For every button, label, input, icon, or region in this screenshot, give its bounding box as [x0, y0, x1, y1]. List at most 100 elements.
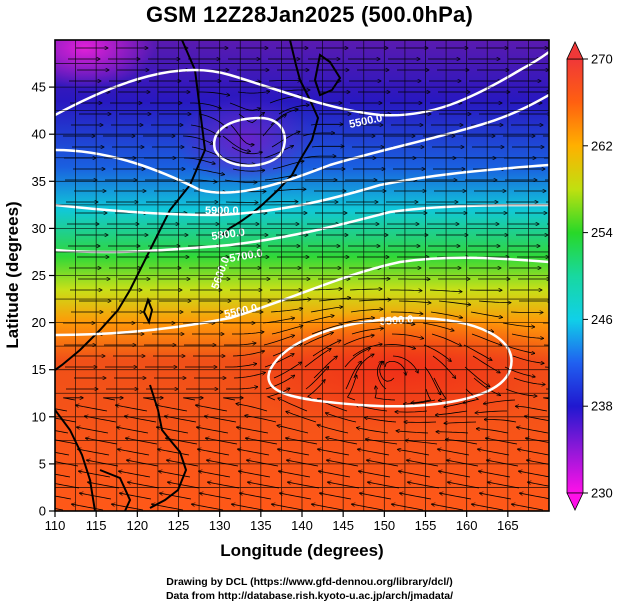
colorbar-tick-label: 238 [591, 399, 613, 414]
y-axis-label: Latitude (degrees) [3, 201, 22, 348]
streamline [55, 430, 69, 434]
streamline [224, 179, 257, 182]
streamline [55, 508, 64, 511]
streamline [55, 483, 80, 489]
contour-5600 [55, 93, 549, 194]
streamline [405, 440, 438, 445]
streamline [379, 362, 395, 382]
colorbar-tick-label: 246 [591, 312, 613, 327]
streamline [349, 289, 382, 290]
x-tick-label: 145 [332, 518, 354, 533]
streamline [476, 429, 509, 434]
streamline [464, 366, 490, 387]
streamline [422, 322, 454, 331]
streamline [325, 413, 357, 423]
streamline [505, 388, 537, 396]
streamline [310, 307, 343, 313]
streamline [518, 449, 549, 456]
x-axis-label: Longitude (degrees) [220, 541, 383, 560]
y-tick-label: 35 [32, 174, 46, 189]
streamline [196, 405, 228, 412]
x-tick-label: 130 [209, 518, 231, 533]
streamline [367, 460, 399, 467]
streamline [309, 289, 342, 290]
streamline [311, 146, 344, 147]
streamline [383, 344, 416, 349]
x-tick-label: 155 [415, 518, 437, 533]
streamline [375, 386, 396, 401]
streamline [288, 482, 320, 489]
x-tick-label: 120 [126, 518, 148, 533]
streamline [278, 449, 310, 456]
streamline [55, 417, 77, 423]
streamline [231, 146, 262, 154]
streamline [273, 189, 306, 192]
x-tick-label: 150 [373, 518, 395, 533]
streamline [80, 493, 112, 500]
streamline [232, 169, 265, 171]
colorbar-tick-label: 262 [591, 138, 613, 153]
streamline [319, 471, 351, 478]
contour-label: 5900.0 [205, 205, 239, 217]
streamlines [55, 48, 549, 511]
streamline [424, 366, 441, 395]
streamline [183, 398, 203, 401]
streamline [346, 375, 357, 401]
streamline [232, 351, 265, 357]
streamline [365, 439, 398, 445]
streamline [197, 427, 229, 434]
streamline [391, 333, 424, 339]
streamline [484, 420, 517, 423]
streamline [376, 361, 387, 390]
streamline [358, 449, 390, 456]
streamline [238, 112, 264, 124]
credit-data-source: Data from http://database.rish.kyoto-u.a… [165, 590, 454, 602]
streamline [223, 398, 243, 401]
streamline [392, 355, 418, 373]
streamline [433, 377, 447, 401]
streamline [272, 504, 304, 511]
streamline [86, 438, 118, 445]
streamline [472, 355, 500, 373]
streamline [488, 482, 520, 489]
streamline [302, 133, 335, 137]
streamline [238, 449, 270, 456]
colorbar: 230 238 246 254 262 270 [566, 41, 613, 511]
y-axis: 0 5 10 15 20 25 30 35 40 45 [32, 80, 55, 519]
streamline [72, 504, 104, 511]
streamline [88, 482, 120, 489]
streamline [396, 431, 429, 434]
streamline [307, 380, 325, 401]
streamline [78, 449, 110, 456]
x-axis: 110 115 120 125 130 135 140 145 150 155 160 165 [45, 511, 519, 533]
streamline [240, 493, 272, 500]
streamline [408, 482, 440, 489]
cold-core-blob [55, 40, 155, 88]
y-tick-label: 5 [39, 456, 46, 471]
streamline [320, 493, 352, 500]
streamline [247, 460, 279, 467]
plot-area: 5500.0 5500.0 5900.0 5800.0 5700.0 5600.… [54, 39, 550, 512]
colorbar-tick-label: 270 [591, 52, 613, 67]
streamline [286, 438, 318, 445]
streamline [368, 482, 400, 489]
y-tick-label: 30 [32, 221, 46, 236]
streamline [513, 377, 545, 385]
streamline [103, 398, 123, 401]
y-tick-label: 25 [32, 268, 46, 283]
y-tick-label: 20 [32, 315, 46, 330]
streamline [266, 388, 290, 401]
streamline [225, 364, 257, 368]
streamline [166, 438, 198, 445]
streamline [236, 404, 268, 412]
x-tick-label: 135 [250, 518, 272, 533]
colorbar-bottom-arrow [566, 492, 584, 511]
y-tick-label: 0 [39, 504, 46, 519]
streamline [119, 471, 151, 478]
streamline [126, 438, 158, 445]
streamline [118, 449, 150, 456]
streamline [248, 482, 280, 489]
streamline [239, 471, 271, 478]
y-tick-label: 10 [32, 409, 46, 424]
